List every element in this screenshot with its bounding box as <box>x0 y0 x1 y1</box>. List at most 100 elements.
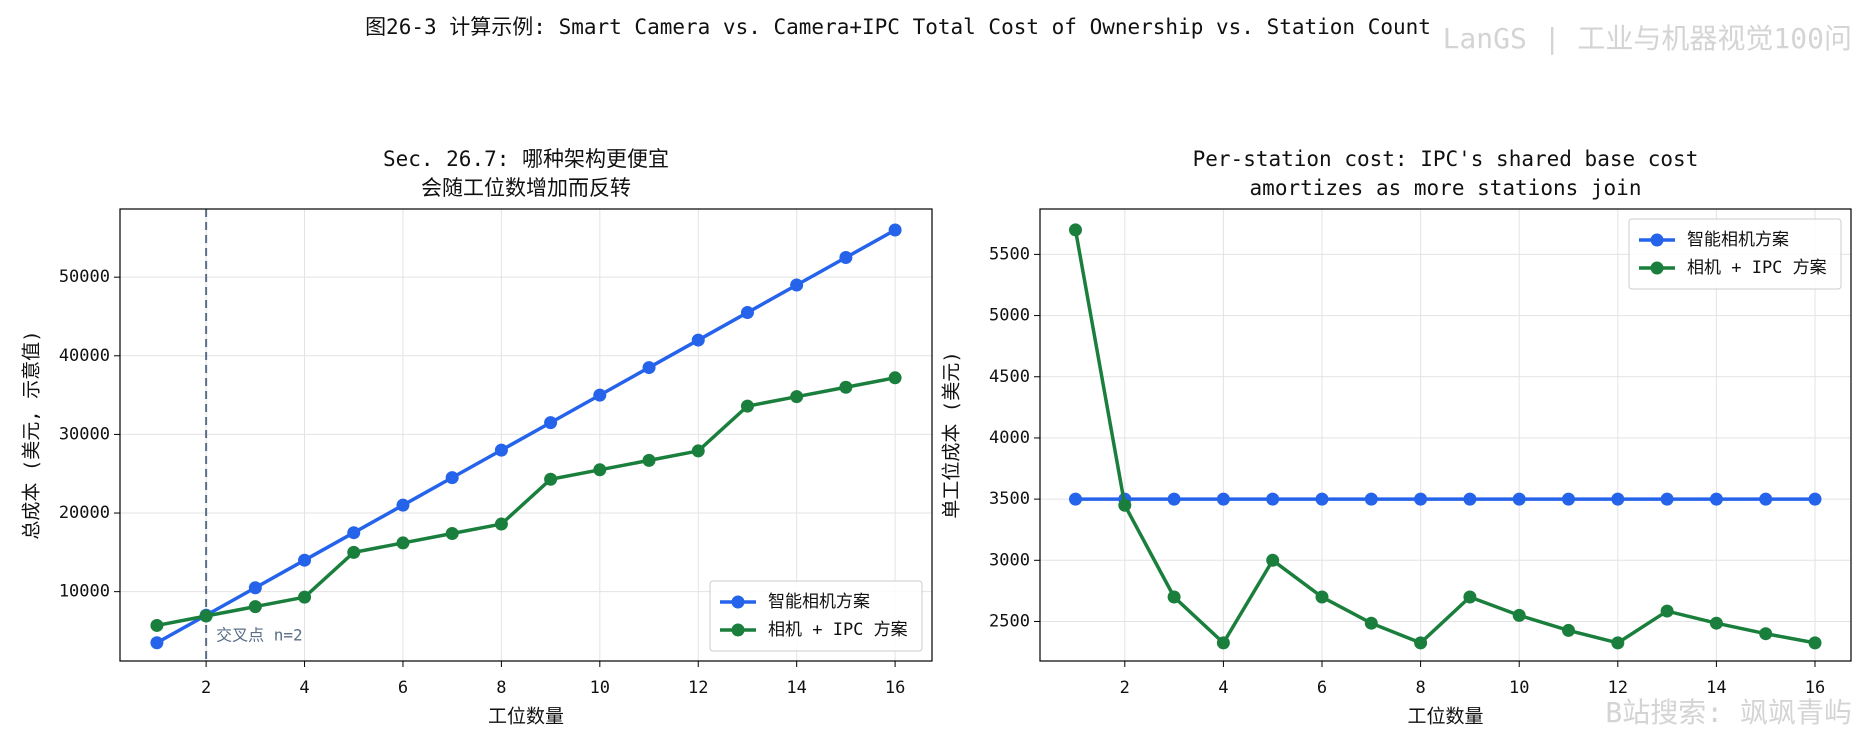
crossover-label: 交叉点 n=2 <box>216 626 303 645</box>
point <box>1167 492 1181 506</box>
point <box>199 609 213 623</box>
x-tick-label: 10 <box>590 678 610 698</box>
point <box>839 380 853 394</box>
x-tick-label: 2 <box>1120 678 1130 698</box>
x-tick-label: 2 <box>201 678 211 698</box>
y-tick-label: 50000 <box>59 267 110 287</box>
point <box>1364 616 1378 630</box>
point <box>494 517 508 531</box>
point <box>150 636 164 650</box>
x-tick-label: 14 <box>786 678 806 698</box>
y-tick-label: 5500 <box>989 244 1030 264</box>
point <box>1463 492 1477 506</box>
y-tick-label: 30000 <box>59 424 110 444</box>
series-line <box>156 376 896 628</box>
point <box>790 390 804 404</box>
point <box>544 416 558 430</box>
series-line <box>1073 229 1816 646</box>
point <box>298 553 312 567</box>
x-tick-label: 6 <box>1317 678 1327 698</box>
point <box>1709 616 1723 630</box>
point <box>1068 223 1082 237</box>
point <box>1759 492 1773 506</box>
chart-title: 会随工位数增加而反转 <box>421 176 631 200</box>
point <box>888 371 902 385</box>
point <box>691 333 705 347</box>
x-tick-label: 4 <box>299 678 309 698</box>
x-tick-label: 10 <box>1509 678 1529 698</box>
point <box>1118 498 1132 512</box>
y-tick-label: 5000 <box>989 306 1030 326</box>
watermark: LanGS | 工业与机器视觉100问 <box>1443 22 1852 55</box>
point <box>445 526 459 540</box>
point <box>740 399 754 413</box>
watermark: B站搜索: 飒飒青屿 <box>1605 696 1852 729</box>
legend-marker <box>1650 261 1664 275</box>
point <box>1611 492 1625 506</box>
point <box>1709 492 1723 506</box>
chart-title: Per-station cost: IPC's shared base cost <box>1193 147 1699 171</box>
point <box>1167 590 1181 604</box>
point <box>1759 627 1773 641</box>
legend-marker <box>1650 233 1664 247</box>
point <box>298 590 312 604</box>
point <box>593 388 607 402</box>
y-tick-label: 3000 <box>989 550 1030 570</box>
x-axis-label: 工位数量 <box>1407 706 1483 728</box>
x-tick-label: 16 <box>1805 678 1825 698</box>
point <box>1315 590 1329 604</box>
point <box>691 444 705 458</box>
legend-label: 相机 + IPC 方案 <box>768 620 908 640</box>
chart-title: Sec. 26.7: 哪种架构更便宜 <box>383 147 669 171</box>
point <box>1808 492 1822 506</box>
point <box>1068 492 1082 506</box>
point <box>1808 636 1822 650</box>
x-tick-label: 4 <box>1218 678 1228 698</box>
point <box>1266 492 1280 506</box>
point <box>248 600 262 614</box>
point <box>642 361 656 375</box>
x-axis-label: 工位数量 <box>488 706 564 728</box>
x-tick-label: 16 <box>885 678 905 698</box>
point <box>1660 492 1674 506</box>
x-tick-label: 14 <box>1706 678 1726 698</box>
point <box>888 223 902 237</box>
x-tick-label: 8 <box>1415 678 1425 698</box>
series-line <box>156 228 896 645</box>
point <box>1414 492 1428 506</box>
point <box>1315 492 1329 506</box>
y-tick-label: 40000 <box>59 346 110 366</box>
y-tick-label: 4500 <box>989 367 1030 387</box>
point <box>593 463 607 477</box>
chart-title: amortizes as more stations join <box>1250 176 1642 200</box>
y-tick-label: 10000 <box>59 582 110 602</box>
x-tick-label: 12 <box>688 678 708 698</box>
x-tick-label: 6 <box>398 678 408 698</box>
legend-box <box>1628 218 1842 290</box>
y-tick-label: 3500 <box>989 489 1030 509</box>
plot-frame <box>1039 208 1852 662</box>
point <box>1562 623 1576 637</box>
point <box>1562 492 1576 506</box>
point <box>790 278 804 292</box>
point <box>445 471 459 485</box>
y-tick-label: 20000 <box>59 503 110 523</box>
point <box>248 581 262 595</box>
point <box>1512 492 1526 506</box>
y-tick-label: 4000 <box>989 428 1030 448</box>
point <box>740 306 754 320</box>
point <box>396 498 410 512</box>
legend-label: 智能相机方案 <box>768 592 870 612</box>
point <box>494 443 508 457</box>
legend-label: 智能相机方案 <box>1687 230 1789 250</box>
y-axis-label: 单工位成本 (美元) <box>941 351 963 518</box>
point <box>839 251 853 265</box>
figure-title: 图26-3 计算示例: Smart Camera vs. Camera+IPC … <box>365 15 1431 39</box>
x-tick-label: 8 <box>496 678 506 698</box>
point <box>1364 492 1378 506</box>
point <box>150 618 164 632</box>
legend-label: 相机 + IPC 方案 <box>1687 258 1827 278</box>
point <box>1266 553 1280 567</box>
